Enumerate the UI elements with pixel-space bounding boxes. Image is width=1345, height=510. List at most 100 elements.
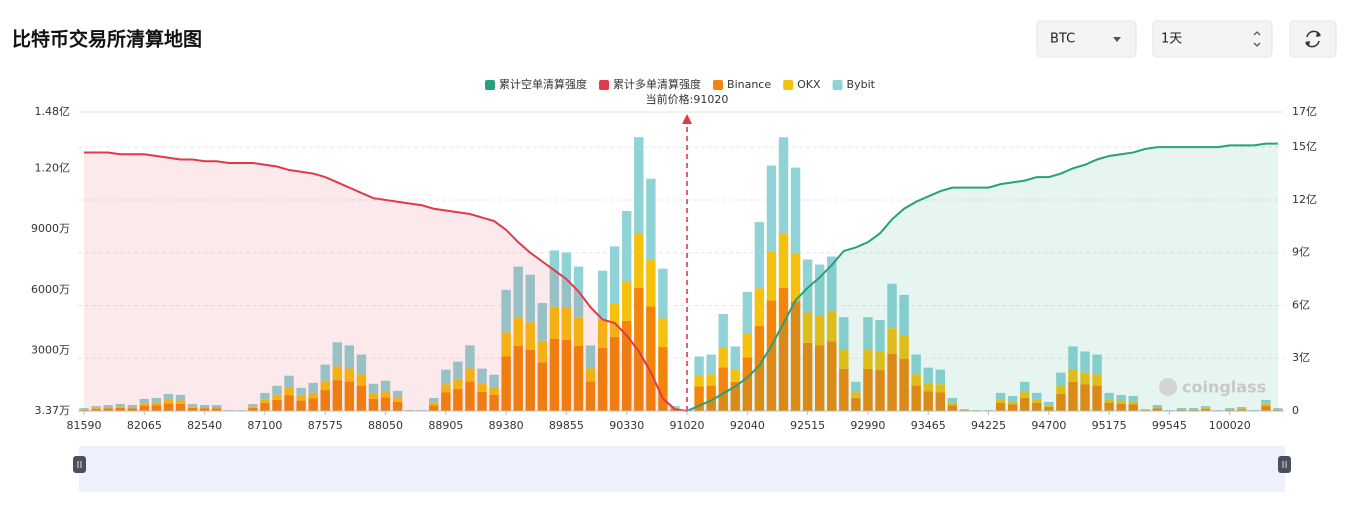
x-tick-label: 95175 [1092, 419, 1127, 432]
bar-segment [79, 409, 89, 411]
x-tick-label: 88905 [428, 419, 463, 432]
bar-segment [1104, 402, 1114, 411]
bar-segment [549, 306, 560, 339]
select-box[interactable] [1152, 20, 1273, 58]
bar-segment [187, 403, 198, 407]
bar-segment [1044, 405, 1054, 408]
select-box[interactable] [1036, 20, 1137, 58]
bar-segment [634, 137, 644, 234]
bar-segment [1237, 408, 1247, 410]
bar-segment [1152, 405, 1163, 408]
watermark-icon [1159, 378, 1177, 396]
bar-segment [1032, 402, 1042, 411]
bar-segment [453, 378, 463, 389]
refresh-icon [1305, 30, 1321, 48]
bar-segment [911, 374, 921, 386]
bar-segment [272, 394, 282, 400]
bar-segment [622, 211, 632, 281]
bar-segment [863, 317, 873, 351]
x-tick-label: 87100 [247, 419, 282, 432]
x-tick-label: 81590 [67, 419, 102, 432]
bar-segment [199, 408, 210, 411]
slider-handle[interactable] [73, 456, 86, 473]
bar-segment [127, 408, 137, 411]
bar-segment [356, 354, 367, 375]
bar-segment [1032, 399, 1042, 403]
bar-segment [1152, 408, 1163, 411]
bar-segment [1152, 407, 1163, 409]
period-select[interactable]: 1天 [1152, 20, 1273, 58]
bar-segment [513, 346, 523, 411]
bar-segment [694, 356, 704, 376]
legend-label: Bybit [847, 78, 876, 91]
bar-segment [742, 291, 753, 334]
x-tick-label: 99545 [1152, 419, 1187, 432]
bar-segment [115, 407, 125, 411]
bar-segment [1080, 384, 1090, 411]
bar-segment [1020, 397, 1030, 411]
bar-segment [1237, 409, 1247, 411]
bar-segment [754, 288, 765, 326]
bar-segment [103, 405, 113, 408]
bar-segment [609, 336, 620, 411]
legend-marker [485, 80, 496, 90]
bar-segment [863, 368, 873, 411]
bar-segment [91, 406, 101, 408]
bar-segment [477, 383, 487, 392]
y-tick-label: 1.20亿 [35, 162, 71, 175]
bar-segment [356, 385, 367, 411]
bar-segment [597, 347, 608, 411]
y2-tick-label: 6亿 [1292, 298, 1310, 311]
y2-tick-label: 15亿 [1292, 140, 1317, 153]
bar-segment [284, 388, 294, 396]
legend-label: 累计空单清算强度 [499, 77, 587, 91]
x-tick-label: 82540 [187, 419, 222, 432]
x-tick-label: 87575 [308, 419, 343, 432]
x-tick-label: 82065 [127, 419, 162, 432]
bar-segment [332, 366, 342, 381]
bar-segment [742, 357, 753, 411]
handle-grip [77, 461, 1287, 468]
slider-handle[interactable] [1278, 456, 1291, 473]
bar-segment [718, 314, 728, 349]
bar-segment [1176, 409, 1187, 411]
button-box[interactable] [1289, 20, 1337, 58]
bar-segment [863, 350, 873, 369]
bar-segment [814, 345, 825, 411]
y-tick-label: 6000万 [31, 283, 70, 296]
bar-segment [995, 392, 1006, 400]
bar-segment [658, 318, 668, 348]
bar-segment [368, 383, 379, 394]
bar-segment [296, 395, 306, 401]
legend-label: 累计多单清算强度 [613, 77, 701, 91]
bar-segment [585, 345, 596, 369]
bar-segment [151, 402, 162, 406]
bar-segment [670, 406, 680, 408]
y-tick-label: 3000万 [31, 343, 70, 356]
bar-segment [947, 402, 958, 406]
zoom-slider[interactable] [73, 446, 1291, 492]
bar-segment [935, 369, 945, 385]
refresh-button[interactable] [1289, 20, 1337, 58]
bar-segment [175, 400, 186, 404]
bar-segment [380, 391, 391, 398]
bar-segment [959, 409, 970, 410]
legend-marker [783, 80, 794, 90]
bar-segment [1200, 406, 1211, 408]
bar-segment [175, 403, 186, 411]
slider-track[interactable] [79, 446, 1285, 492]
bar-segment [1007, 401, 1018, 405]
bar-segment [622, 320, 632, 411]
bar-segment [754, 222, 765, 289]
bar-segment [465, 345, 475, 369]
bar-segment [766, 165, 777, 252]
select-value[interactable]: 1天 [1161, 32, 1182, 47]
bar-segment [634, 287, 644, 411]
select-value[interactable]: BTC [1050, 32, 1075, 47]
symbol-select[interactable]: BTC [1036, 20, 1137, 58]
bar-segment [1116, 400, 1126, 404]
bar-segment [103, 408, 113, 411]
x-tick-label: 93465 [911, 419, 946, 432]
bar-segment [1261, 406, 1271, 411]
